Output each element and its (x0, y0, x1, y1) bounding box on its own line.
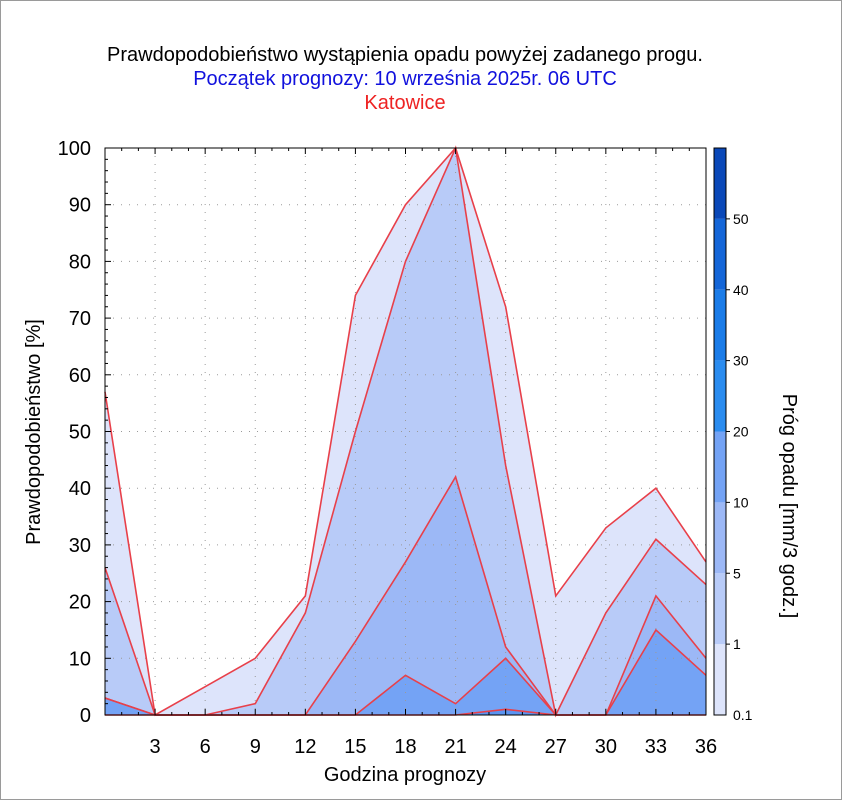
y-tick-label: 50 (69, 422, 91, 444)
colorbar-band-7 (714, 148, 726, 219)
area-series-3 (105, 629, 706, 715)
x-tick-label: 21 (444, 736, 466, 758)
colorbar-tick-label: 20 (733, 424, 749, 440)
y-tick-label: 0 (80, 705, 91, 727)
colorbar-tick-label: 1 (733, 636, 741, 652)
colorbar-band-0 (714, 644, 726, 715)
colorbar-tick-label: 50 (733, 211, 749, 227)
x-tick-label: 33 (645, 736, 667, 758)
colorbar-band-2 (714, 502, 726, 574)
colorbar-band-6 (714, 218, 726, 290)
x-tick-label: 12 (294, 736, 316, 758)
x-tick-label: 15 (344, 736, 366, 758)
x-tick-label: 3 (150, 736, 161, 758)
x-tick-label: 27 (545, 736, 567, 758)
y-tick-label: 100 (58, 138, 91, 160)
colorbar-tick-label: 30 (733, 353, 749, 369)
area-series-2 (105, 476, 706, 715)
y-tick-label: 10 (69, 648, 91, 670)
area-series-1 (105, 148, 706, 715)
y-axis-label: Prawdopodobieństwo [%] (23, 319, 45, 545)
x-axis-label: Godzina prognozy (324, 764, 486, 786)
x-tick-label: 18 (394, 736, 416, 758)
area-layers (105, 148, 706, 715)
chart-subtitle: Początek prognozy: 10 września 2025r. 06… (193, 68, 617, 90)
y-tick-label: 40 (69, 478, 91, 500)
y-tick-label: 70 (69, 308, 91, 330)
colorbar: 0.1 1 5 10 20 30 40 50 (713, 147, 753, 723)
colorbar-band-5 (714, 289, 726, 361)
y-tick-label: 20 (69, 592, 91, 614)
colorbar-tick-label: 0.1 (733, 707, 753, 723)
y-tick-label: 60 (69, 365, 91, 387)
colorbar-tick-label: 40 (733, 282, 749, 298)
y-tick-label: 80 (69, 251, 91, 273)
x-tick-label: 6 (200, 736, 211, 758)
colorbar-tick-label: 5 (733, 565, 741, 581)
x-tick-label: 30 (595, 736, 617, 758)
colorbar-band-3 (714, 431, 726, 503)
y-tick-label: 90 (69, 195, 91, 217)
colorbar-label: Próg opadu [mm/3 godz.] (778, 394, 800, 619)
colorbar-band-4 (714, 360, 726, 432)
x-tick-label: 24 (495, 736, 517, 758)
colorbar-tick-label: 10 (733, 494, 749, 510)
axes: 3 6 9 12 15 18 21 24 27 30 33 360102030405060708090… (58, 138, 718, 758)
x-tick-label: 36 (695, 736, 717, 758)
grid-lines (105, 148, 706, 715)
chart-location: Katowice (364, 92, 446, 114)
x-tick-label: 9 (250, 736, 261, 758)
y-tick-label: 30 (69, 535, 91, 557)
line-series-0 (104, 146, 707, 717)
colorbar-band-1 (714, 573, 726, 645)
chart-title: Prawdopodobieństwo wystąpienia opadu pow… (107, 44, 703, 66)
